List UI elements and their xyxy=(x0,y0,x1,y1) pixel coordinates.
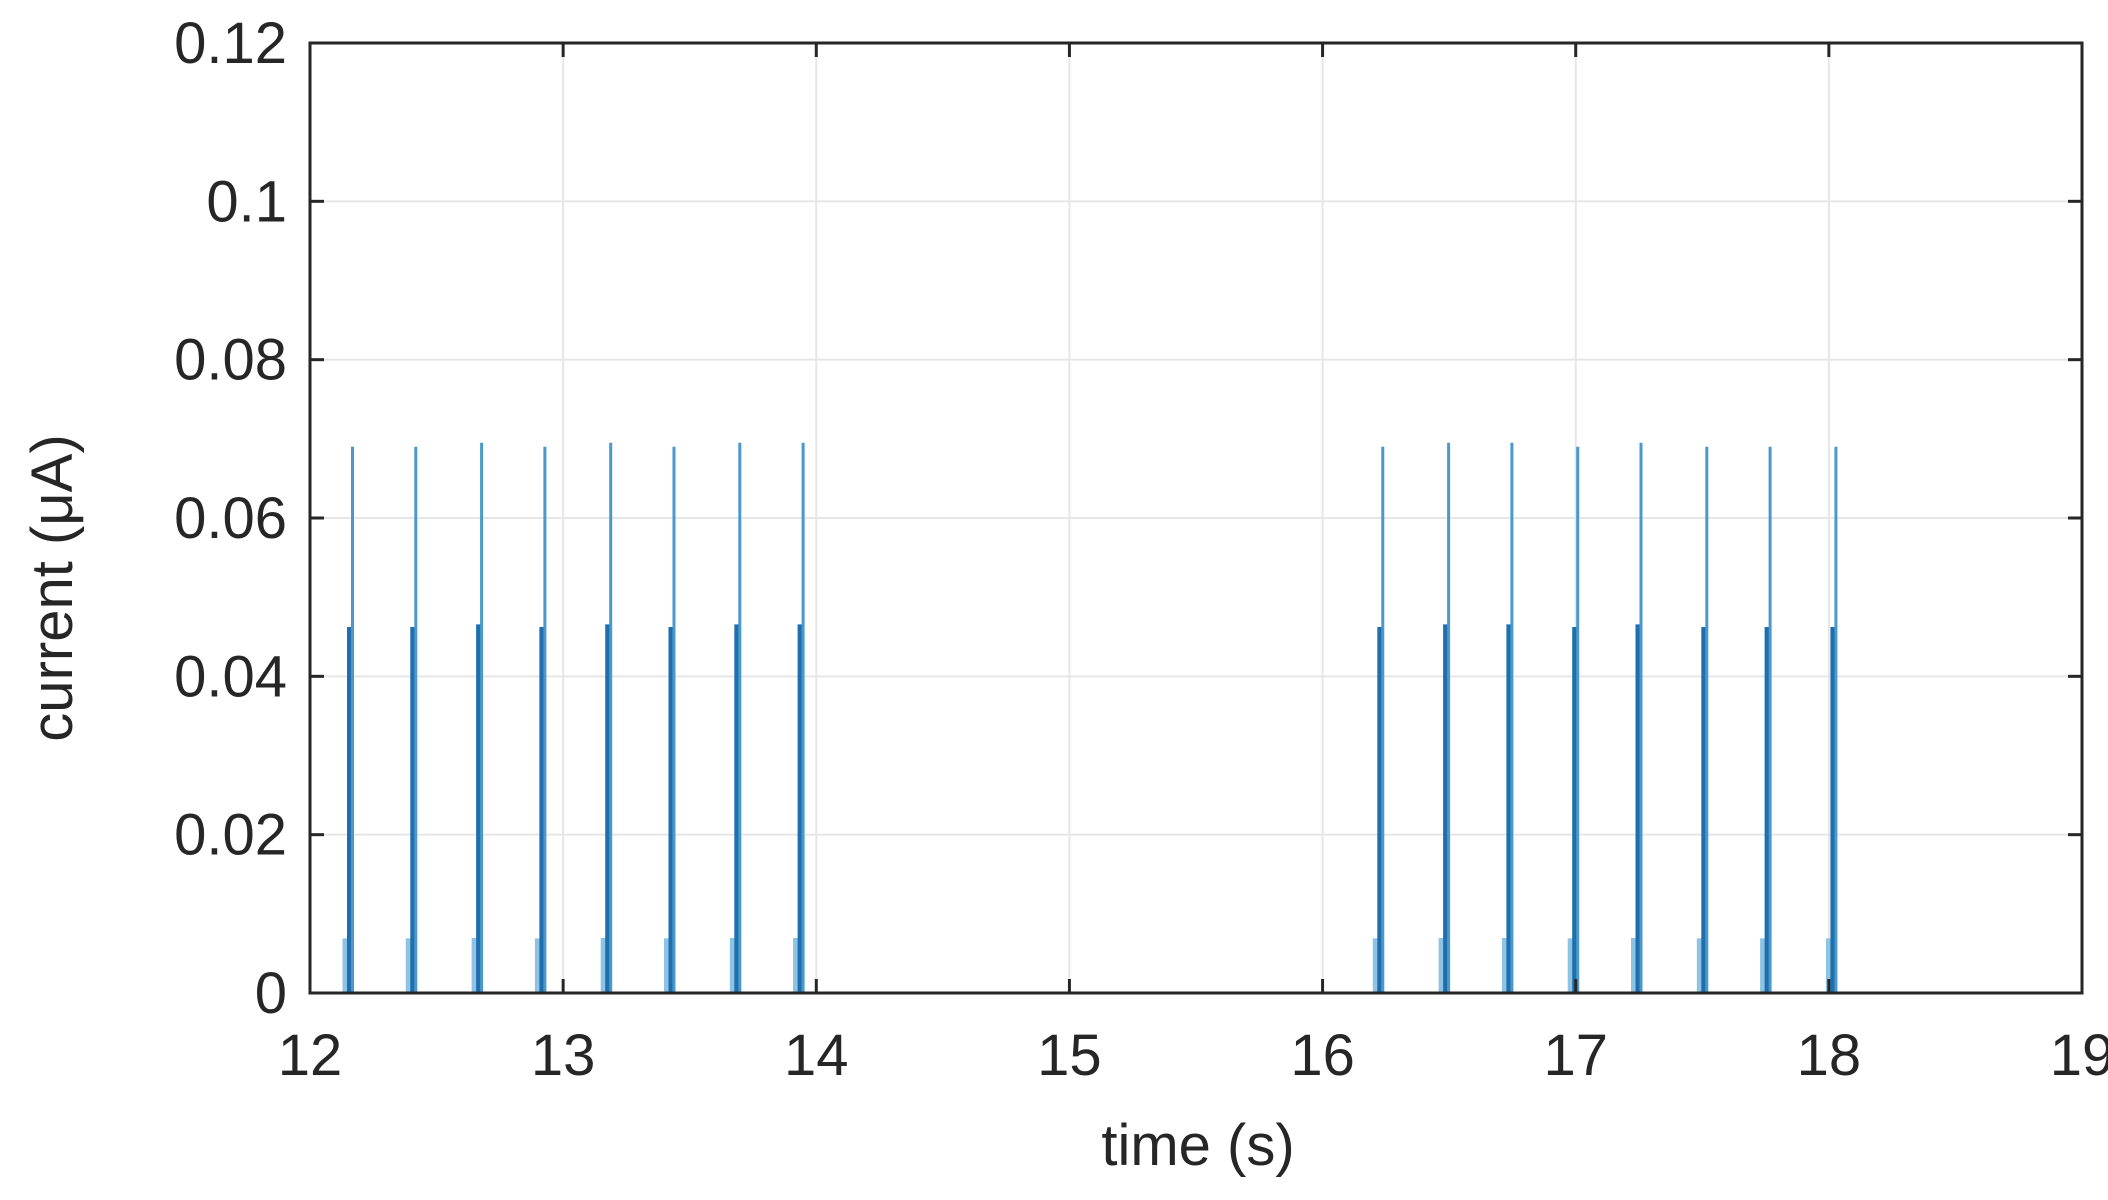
spike xyxy=(793,442,805,993)
spike xyxy=(1438,442,1451,993)
spike xyxy=(663,446,676,993)
spike xyxy=(1501,442,1514,993)
y-tick-label: 0.12 xyxy=(174,11,287,76)
y-tick-label: 0.06 xyxy=(174,486,287,551)
tick-labels: 12 13 14 15 16 17 18 19 0 0.02 0.04 0.06 0.08 0.1 0.12 xyxy=(174,11,2108,1088)
spike xyxy=(1631,442,1643,993)
spike xyxy=(600,442,613,993)
y-tick-label: 0 xyxy=(255,961,287,1026)
x-tick-label: 12 xyxy=(278,1023,343,1088)
x-axis-label: time (s) xyxy=(1101,1113,1294,1178)
spike xyxy=(405,446,418,993)
grid-layer xyxy=(309,42,2083,994)
spike xyxy=(342,446,355,993)
x-tick-label: 14 xyxy=(784,1023,849,1088)
y-axis-label: current (μA) xyxy=(20,434,85,741)
x-tick-label: 17 xyxy=(1543,1023,1608,1088)
x-tick-label: 18 xyxy=(1797,1023,1862,1088)
x-tick-label: 19 xyxy=(2050,1023,2108,1088)
x-tick-label: 15 xyxy=(1037,1023,1102,1088)
y-tick-label: 0.04 xyxy=(174,644,287,709)
spike xyxy=(729,442,742,993)
spike xyxy=(1760,446,1772,993)
spike xyxy=(1567,446,1580,993)
y-tick-label: 0.02 xyxy=(174,803,287,868)
axes-frame xyxy=(308,41,2084,995)
spike xyxy=(1696,446,1709,993)
y-tick-label: 0.1 xyxy=(206,169,287,234)
spike xyxy=(534,446,547,993)
spike xyxy=(471,442,484,993)
y-tick-label: 0.08 xyxy=(174,328,287,393)
spike xyxy=(1372,446,1385,993)
x-tick-label: 13 xyxy=(531,1023,596,1088)
x-tick-label: 16 xyxy=(1290,1023,1355,1088)
